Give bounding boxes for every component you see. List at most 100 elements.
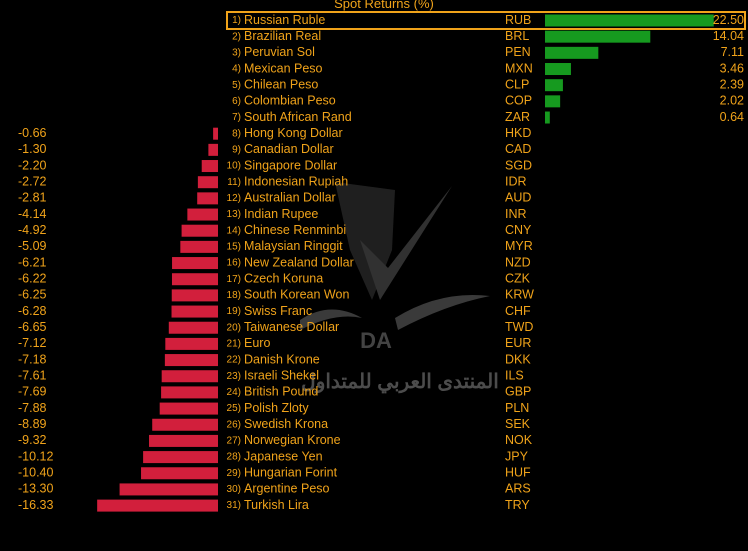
currency-code: HKD bbox=[505, 126, 531, 140]
bar bbox=[165, 337, 218, 350]
data-label: -2.81 bbox=[18, 191, 47, 205]
bar bbox=[208, 143, 218, 156]
currency-name: Brazilian Real bbox=[244, 29, 321, 43]
watermark-logo-letters: DA bbox=[360, 328, 392, 353]
chart-row: 0.64 7) South African Rand ZAR bbox=[232, 110, 744, 124]
currency-name: Russian Ruble bbox=[244, 13, 325, 27]
currency-code: TRY bbox=[505, 498, 530, 512]
rank-label: 12) bbox=[227, 193, 241, 204]
chart-row: -10.12 28) Japanese Yen JPY bbox=[18, 449, 529, 463]
currency-code: ILS bbox=[505, 369, 524, 383]
chart-row: -5.09 15) Malaysian Ringgit MYR bbox=[18, 239, 533, 253]
data-label: -10.12 bbox=[18, 449, 53, 463]
currency-code: SEK bbox=[505, 417, 531, 431]
bar bbox=[171, 289, 218, 302]
bar bbox=[161, 370, 218, 383]
bar bbox=[187, 208, 218, 221]
bar bbox=[97, 499, 218, 512]
chart-row: -7.12 21) Euro EUR bbox=[18, 336, 531, 350]
rank-label: 14) bbox=[227, 225, 241, 236]
chart-row: -10.40 29) Hungarian Forint HUF bbox=[18, 466, 531, 480]
chart-rows: 22.50 1) Russian Ruble RUB 14.04 2) Brazilian … bbox=[18, 11, 746, 512]
chart-row: -7.88 25) Polish Zloty PLN bbox=[18, 401, 529, 415]
currency-code: CAD bbox=[505, 142, 531, 156]
data-label: -6.25 bbox=[18, 288, 47, 302]
currency-name: Indonesian Rupiah bbox=[244, 174, 348, 188]
bar bbox=[141, 467, 218, 480]
rank-label: 19) bbox=[227, 306, 241, 317]
currency-name: Japanese Yen bbox=[244, 449, 323, 463]
currency-code: IDR bbox=[505, 174, 527, 188]
rank-label: 29) bbox=[227, 468, 241, 479]
watermark-wing-right bbox=[395, 294, 490, 330]
data-label: -5.09 bbox=[18, 239, 47, 253]
data-label: -8.89 bbox=[18, 417, 47, 431]
bar bbox=[545, 79, 563, 92]
currency-name: Mexican Peso bbox=[244, 61, 323, 75]
currency-name: Polish Zloty bbox=[244, 401, 309, 415]
chart-row: 2.02 6) Colombian Peso COP bbox=[232, 94, 744, 108]
data-label: -7.61 bbox=[18, 369, 47, 383]
currency-code: CLP bbox=[505, 77, 529, 91]
currency-code: MYR bbox=[505, 239, 533, 253]
chart-row: -4.14 13) Indian Rupee INR bbox=[18, 207, 527, 221]
chart-row: -7.18 22) Danish Krone DKK bbox=[18, 352, 531, 366]
rank-label: 5) bbox=[232, 80, 241, 91]
rank-label: 24) bbox=[227, 387, 241, 398]
chart-row: -2.81 12) Australian Dollar AUD bbox=[18, 191, 531, 205]
data-label: -13.30 bbox=[18, 482, 53, 496]
chart-row: -9.32 27) Norwegian Krone NOK bbox=[18, 433, 533, 447]
currency-code: JPY bbox=[505, 449, 529, 463]
watermark-check-stroke bbox=[360, 186, 452, 300]
rank-label: 18) bbox=[227, 290, 241, 301]
bar bbox=[119, 483, 218, 496]
currency-name: Swedish Krona bbox=[244, 417, 328, 431]
chart-row: 14.04 2) Brazilian Real BRL bbox=[232, 29, 744, 43]
currency-name: Czech Koruna bbox=[244, 272, 323, 286]
data-label: -7.18 bbox=[18, 352, 47, 366]
data-label: 7.11 bbox=[721, 45, 744, 59]
currency-name: Australian Dollar bbox=[244, 191, 336, 205]
data-label: -7.12 bbox=[18, 336, 47, 350]
bar bbox=[201, 160, 218, 173]
chart-row: -6.22 17) Czech Koruna CZK bbox=[18, 272, 531, 286]
currency-name: Malaysian Ringgit bbox=[244, 239, 343, 253]
bar bbox=[545, 63, 571, 76]
currency-name: Hong Kong Dollar bbox=[244, 126, 343, 140]
chart-row: -0.66 8) Hong Kong Dollar HKD bbox=[18, 126, 531, 140]
currency-name: Singapore Dollar bbox=[244, 158, 337, 172]
currency-name: Taiwanese Dollar bbox=[244, 320, 339, 334]
bar bbox=[545, 46, 599, 59]
currency-code: EUR bbox=[505, 336, 531, 350]
rank-label: 27) bbox=[227, 436, 241, 447]
chart-row: -6.25 18) South Korean Won KRW bbox=[18, 288, 534, 302]
currency-code: HUF bbox=[505, 466, 531, 480]
data-label: 2.02 bbox=[720, 94, 744, 108]
currency-name: Turkish Lira bbox=[244, 498, 309, 512]
rank-label: 2) bbox=[232, 31, 241, 42]
data-label: 22.50 bbox=[713, 13, 744, 27]
watermark-logo: DA المنتدى العربي للمتداول bbox=[300, 182, 499, 394]
bar bbox=[164, 354, 218, 367]
currency-name: Hungarian Forint bbox=[244, 466, 338, 480]
currency-code: COP bbox=[505, 94, 532, 108]
data-label: -0.66 bbox=[18, 126, 47, 140]
highlight-border bbox=[226, 11, 746, 30]
bar bbox=[545, 95, 561, 108]
currency-code: GBP bbox=[505, 385, 531, 399]
data-label: -16.33 bbox=[18, 498, 53, 512]
data-label: 14.04 bbox=[713, 29, 744, 43]
currency-name: Chilean Peso bbox=[244, 77, 318, 91]
data-label: -1.30 bbox=[18, 142, 47, 156]
chart-title: Spot Returns (%) bbox=[334, 0, 434, 11]
rank-label: 7) bbox=[232, 112, 241, 123]
chart-row: -2.20 10) Singapore Dollar SGD bbox=[18, 158, 532, 172]
bar bbox=[545, 30, 651, 43]
currency-code: SGD bbox=[505, 158, 532, 172]
bar bbox=[161, 386, 218, 399]
currency-code: PEN bbox=[505, 45, 531, 59]
bar bbox=[171, 305, 218, 318]
currency-code: CZK bbox=[505, 272, 531, 286]
currency-name: South Korean Won bbox=[244, 288, 349, 302]
